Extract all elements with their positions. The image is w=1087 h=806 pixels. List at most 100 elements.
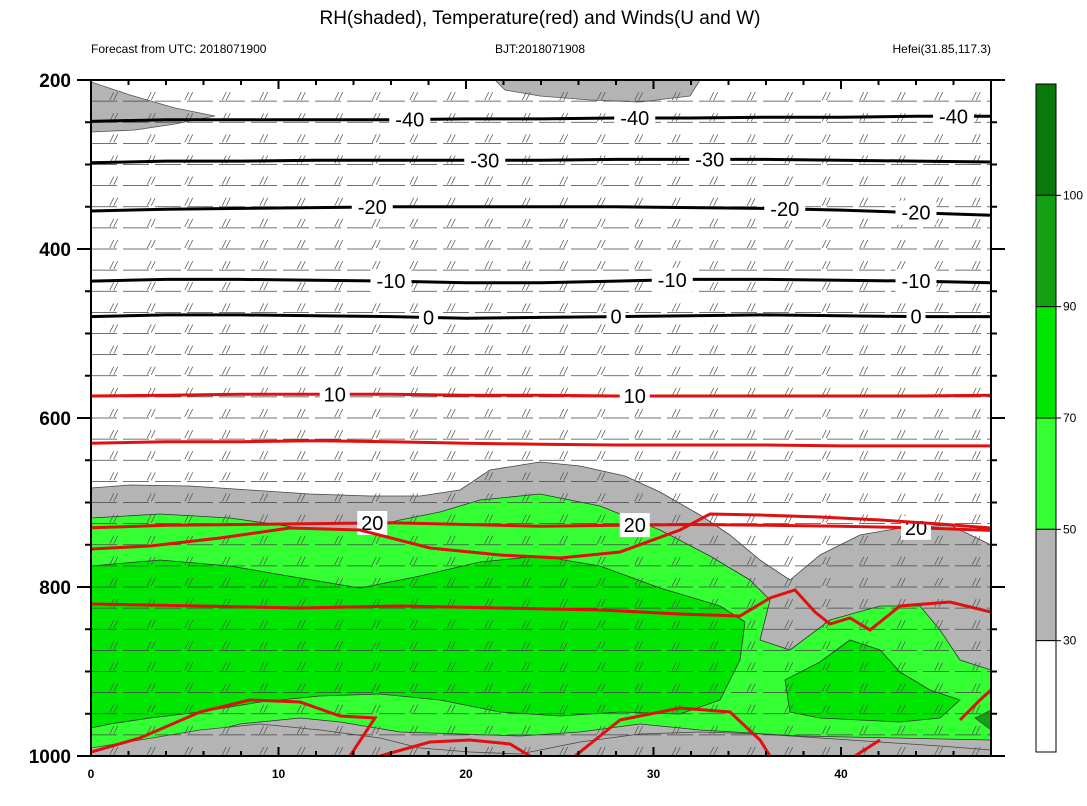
wind-barb (896, 683, 902, 692)
wind-barb (222, 71, 226, 79)
wind-barb (375, 556, 381, 566)
wind-barb (109, 429, 115, 439)
wind-barb (334, 472, 340, 481)
wind-barb (221, 176, 227, 185)
wind-barb (638, 282, 644, 291)
wind-barb (634, 324, 640, 333)
wind-barb (413, 197, 419, 206)
wind-barb (488, 197, 494, 206)
y-tick-label: 600 (39, 409, 71, 430)
wind-barb (900, 683, 906, 692)
wind-barb (788, 91, 794, 101)
wind-barb (450, 451, 456, 460)
wind-barb (784, 746, 790, 756)
wind-barb (825, 366, 831, 375)
contour-red-lower-3 (91, 698, 378, 756)
wind-barb (225, 408, 231, 418)
wind-barb (746, 704, 752, 713)
wind-barb (934, 662, 940, 671)
wind-barb (525, 218, 531, 228)
wind-barb (671, 324, 677, 333)
wind-barb (821, 197, 827, 206)
wind-barb (896, 408, 902, 418)
wind-barb (375, 535, 381, 544)
wind-barb (900, 176, 906, 185)
wind-barb (297, 71, 301, 79)
wind-barb (221, 239, 227, 249)
wind-barb (109, 620, 115, 629)
wind-barb (484, 324, 490, 333)
wind-barb (184, 197, 190, 206)
wind-barb (521, 725, 527, 735)
wind-barb (296, 746, 302, 756)
wind-barb (221, 134, 227, 143)
wind-barb (938, 134, 944, 143)
wind-barb (900, 577, 906, 587)
wind-barb (975, 218, 981, 228)
wind-barb (638, 239, 644, 249)
wind-barb (296, 451, 302, 460)
wind-barb (934, 472, 940, 481)
wind-barb (334, 134, 340, 143)
wind-barb (900, 91, 906, 101)
wind-barb (488, 514, 494, 523)
contour-label: -30 (695, 149, 724, 171)
wind-barb (671, 303, 677, 312)
wind-barb (263, 451, 269, 460)
wind-barb (109, 746, 115, 756)
wind-barb (151, 71, 155, 79)
wind-barb (784, 662, 790, 671)
wind-barb (634, 303, 640, 312)
wind-barb (600, 598, 606, 608)
wind-barb (225, 366, 231, 375)
wind-barb (784, 303, 790, 312)
wind-barb (525, 451, 531, 460)
wind-barb (821, 91, 827, 101)
wind-barb (896, 303, 902, 312)
wind-barb (675, 577, 681, 587)
wind-barb (525, 134, 531, 143)
wind-barb (188, 345, 194, 354)
wind-barb (338, 556, 344, 566)
wind-barb (896, 577, 902, 587)
contour-label: 10 (324, 384, 346, 406)
wind-barb (446, 260, 452, 270)
contour-label: -20 (770, 199, 799, 221)
wind-barb (521, 662, 527, 671)
wind-barb (188, 303, 194, 312)
contour-label: 0 (423, 307, 434, 329)
wind-barb (971, 239, 977, 249)
wind-barb (296, 218, 302, 228)
wind-barb (446, 556, 452, 566)
wind-barb (859, 239, 865, 249)
wind-barb (263, 303, 269, 312)
wind-barb (150, 429, 156, 439)
wind-barb (375, 218, 381, 228)
wind-barb (825, 577, 831, 587)
wind-barb (825, 704, 831, 713)
wind-barb (638, 91, 644, 101)
wind-barb (934, 91, 940, 101)
contour-label: -10 (658, 270, 687, 292)
wind-barb (521, 239, 527, 249)
wind-barb (859, 451, 865, 460)
wind-barb (263, 91, 269, 101)
wind-barb (446, 429, 452, 439)
wind-barb (671, 366, 677, 375)
wind-barb (671, 239, 677, 249)
wind-barb (338, 451, 344, 460)
wind-barb (371, 408, 377, 418)
wind-barb (596, 472, 602, 481)
wind-barb (109, 535, 115, 544)
wind-barb (371, 176, 377, 185)
wind-barb (934, 429, 940, 439)
wind-barb (671, 408, 677, 418)
wind-barb (863, 493, 869, 502)
wind-barb (638, 472, 644, 481)
wind-barb (488, 303, 494, 312)
wind-barb (934, 577, 940, 587)
wind-barb (296, 577, 302, 587)
wind-barb (259, 218, 265, 228)
wind-barb (709, 472, 715, 481)
wind-barb (488, 218, 494, 228)
